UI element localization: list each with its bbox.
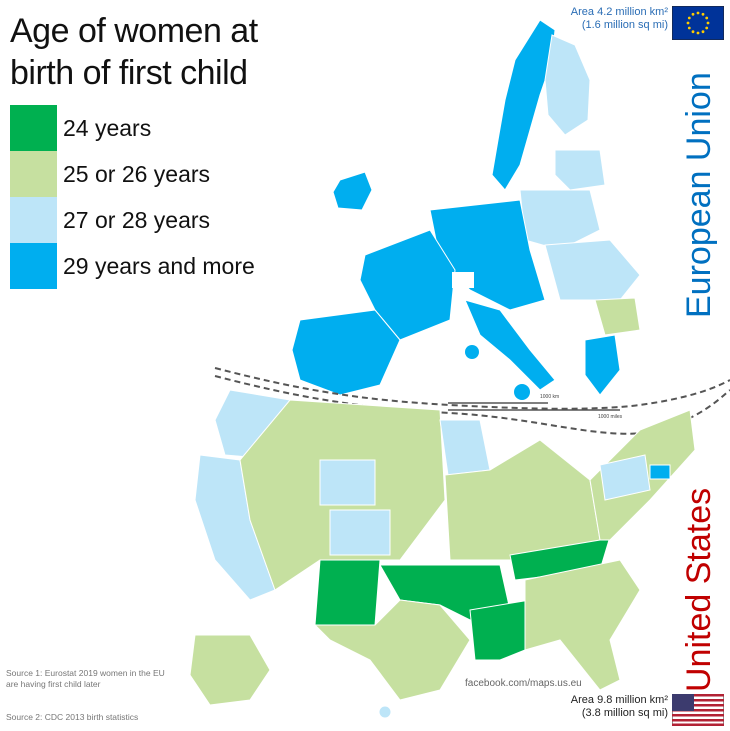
us-lower-mississippi bbox=[469, 599, 531, 661]
title-line-2: birth of first child bbox=[10, 54, 248, 92]
us-southeast bbox=[524, 559, 641, 691]
legend-swatch bbox=[10, 105, 57, 151]
legend-item: 24 years bbox=[10, 105, 255, 151]
legend: 24 years 25 or 26 years 27 or 28 years 2… bbox=[10, 105, 255, 289]
us-alaska bbox=[189, 634, 271, 706]
eu-area-line-1: Area 4.2 million km² bbox=[570, 6, 668, 18]
scale-miles-label: 1000 miles bbox=[598, 414, 623, 420]
source-1-line-2: are having first child later bbox=[6, 679, 101, 689]
us-area-line-2: (3.8 million sq mi) bbox=[581, 707, 668, 719]
us-minnesota bbox=[439, 419, 491, 476]
separator-upper bbox=[214, 367, 730, 410]
eu-ireland bbox=[332, 171, 373, 211]
eu-iberia bbox=[291, 309, 401, 396]
us-hawaii bbox=[378, 705, 392, 719]
us-massachusetts bbox=[649, 464, 671, 480]
eu-bulgaria bbox=[594, 297, 641, 336]
eu-sweden-finland bbox=[491, 19, 556, 191]
eu-poland-east bbox=[519, 189, 601, 251]
eu-baltics bbox=[554, 149, 606, 191]
eu-romania bbox=[544, 239, 641, 301]
us-area-line-1: Area 9.8 million km² bbox=[570, 694, 668, 706]
source-1-line-1: Source 1: Eurostat 2019 women in the EU bbox=[6, 668, 165, 678]
eu-sicily bbox=[514, 384, 530, 400]
us-map bbox=[189, 389, 696, 719]
eu-area-line-2: (1.6 million sq mi) bbox=[581, 19, 668, 31]
legend-label: 27 or 28 years bbox=[63, 206, 211, 233]
us-flag-icon bbox=[672, 694, 724, 726]
legend-label: 29 years and more bbox=[63, 252, 255, 279]
eu-map bbox=[291, 19, 641, 400]
eu-italy bbox=[464, 299, 556, 391]
source-1: Source 1: Eurostat 2019 women in the EU … bbox=[6, 668, 165, 690]
us-area: Area 9.8 million km² (3.8 million sq mi) bbox=[560, 694, 668, 720]
us-new-york bbox=[599, 454, 651, 501]
legend-label: 25 or 26 years bbox=[63, 160, 211, 187]
us-wyoming bbox=[319, 459, 376, 506]
title-line-1: Age of women at bbox=[10, 12, 258, 50]
us-label: United States bbox=[680, 487, 718, 692]
legend-swatch bbox=[10, 151, 57, 197]
map-title: Age of women at birth of first child bbox=[10, 10, 258, 94]
eu-label: European Union bbox=[680, 72, 718, 318]
eu-finland bbox=[544, 34, 591, 136]
source-2: Source 2: CDC 2013 birth statistics bbox=[6, 712, 139, 722]
us-colorado bbox=[329, 509, 391, 556]
legend-swatch bbox=[10, 197, 57, 243]
eu-area: Area 4.2 million km² (1.6 million sq mi) bbox=[560, 6, 668, 32]
legend-item: 25 or 26 years bbox=[10, 151, 255, 197]
eu-france bbox=[359, 229, 456, 341]
eu-greece bbox=[584, 334, 621, 396]
eu-sardinia bbox=[465, 345, 479, 359]
us-texas bbox=[313, 599, 471, 701]
us-tennessee-kentucky bbox=[509, 519, 616, 581]
legend-swatch bbox=[10, 243, 57, 289]
scale-bars bbox=[448, 402, 620, 411]
eu-flag-icon bbox=[672, 6, 724, 40]
us-new-mexico bbox=[314, 559, 381, 626]
legend-label: 24 years bbox=[63, 114, 152, 141]
eu-switzerland bbox=[452, 272, 474, 288]
legend-item: 29 years and more bbox=[10, 243, 255, 289]
scale-km-label: 1000 km bbox=[540, 394, 559, 400]
legend-item: 27 or 28 years bbox=[10, 197, 255, 243]
credit-text: facebook.com/maps.us.eu bbox=[465, 678, 582, 689]
